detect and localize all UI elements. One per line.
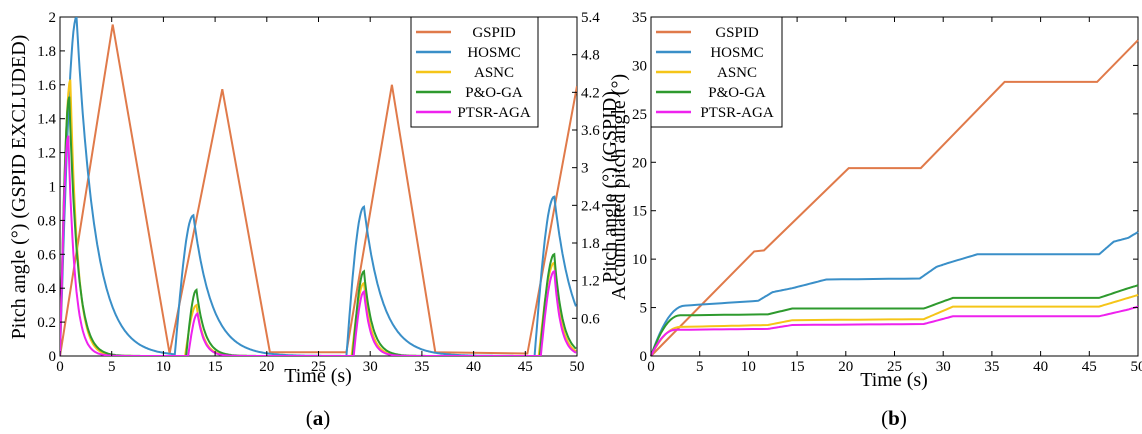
chart-b-xtick-label: 45 (1082, 359, 1097, 375)
chart-a-xtick-label: 35 (414, 359, 429, 375)
chart-b-series-p-o-ga-line (650, 284, 1139, 357)
chart-b-legend-label: PTSR-AGA (700, 105, 774, 121)
chart-b-series-hosmc-line (650, 231, 1139, 357)
chart-a-ytick-right-label: 1.2 (581, 274, 600, 290)
chart-b-ytick-label: 20 (632, 155, 647, 171)
chart-a-ylabel-right: Pitch angle (°) (GSPID) (599, 91, 621, 283)
chart-a-xtick-label: 45 (518, 359, 533, 375)
chart-a-ytick-right-label: 4.8 (581, 48, 600, 64)
chart-a-xtick-label: 40 (466, 359, 481, 375)
chart-b-ytick-label: 35 (632, 10, 647, 26)
chart-b-legend-label: HOSMC (710, 45, 763, 61)
chart-a-ytick-label: 1.8 (37, 44, 56, 60)
chart-a-ytick-label: 0 (49, 349, 57, 365)
chart-b-caption: (b) (881, 406, 907, 430)
chart-a-ytick-label: 2 (49, 10, 57, 26)
chart-b-ytick-label: 25 (632, 107, 647, 123)
chart-a-ytick-right-label: 1.8 (581, 236, 600, 252)
chart-a-ytick-right-label: 3.6 (581, 123, 600, 139)
chart-b-ytick-label: 10 (632, 252, 647, 268)
chart-a-legend-label: PTSR-AGA (457, 105, 531, 121)
chart-b-xtick-label: 15 (790, 359, 805, 375)
chart-b-ytick-label: 0 (640, 349, 648, 365)
chart-a-ytick-label: 0.2 (37, 315, 56, 331)
chart-b-xtick-label: 50 (1131, 359, 1142, 375)
chart-a-xtick-label: 0 (56, 359, 64, 375)
chart-b-xtick-label: 30 (936, 359, 951, 375)
chart-a-legend-label: P&O-GA (465, 85, 523, 101)
chart-b-xtick-label: 25 (887, 359, 902, 375)
chart-b-xtick-label: 0 (647, 359, 655, 375)
chart-b-series-ptsr-aga-line (650, 305, 1139, 357)
chart-b-ytick-label: 5 (640, 301, 648, 317)
chart-b-legend-label: ASNC (717, 65, 757, 81)
chart-b-xtick-label: 40 (1033, 359, 1048, 375)
chart-a-ytick-label: 1.2 (37, 146, 56, 162)
chart-a-ytick-label: 0.8 (37, 213, 56, 229)
chart-b: 0 5 10 15 20 25 30 35 40 45 50 0 5 10 15 20 25 30 35 Time… (608, 10, 1142, 430)
chart-a-xtick-label: 25 (311, 359, 326, 375)
chart-b-legend-label: GSPID (715, 25, 759, 41)
chart-a-xtick-label: 30 (363, 359, 378, 375)
chart-b-xtick-label: 10 (741, 359, 756, 375)
chart-b-xtick-label: 35 (984, 359, 999, 375)
series-gspid-line (60, 24, 577, 356)
chart-b-legend: GSPID HOSMC ASNC P&O-GA PTSR-AGA (650, 16, 783, 128)
chart-a-ytick-right-label: 3 (581, 161, 589, 177)
chart-b-series-asnc-line (650, 294, 1139, 357)
chart-a-xtick-label: 50 (570, 359, 585, 375)
chart-b-ylabel: Accumulated pitch angle (°) (608, 74, 630, 300)
chart-a-xtick-label: 5 (108, 359, 116, 375)
chart-a-legend-label: ASNC (474, 65, 514, 81)
chart-a-ytick-label: 0.6 (37, 247, 56, 263)
chart-b-xtick-label: 5 (696, 359, 704, 375)
chart-a-ylabel: Pitch angle (°) (GSPID EXCLUDED) (8, 35, 30, 340)
chart-a-ytick-right-label: 5.4 (581, 10, 600, 26)
chart-a-caption: (a) (306, 406, 331, 430)
chart-a-ytick-right-label: 2.4 (581, 198, 600, 214)
chart-a-xtick-label: 10 (156, 359, 171, 375)
chart-b-xlabel: Time (s) (860, 369, 928, 391)
chart-a-legend-label: GSPID (472, 25, 516, 41)
chart-a-ytick-label: 1.4 (37, 112, 56, 128)
chart-a-xlabel: Time (s) (284, 365, 352, 387)
chart-a-xtick-label: 20 (259, 359, 274, 375)
chart-a-legend: GSPID HOSMC ASNC P&O-GA PTSR-AGA (410, 16, 539, 128)
chart-b-legend-label: P&O-GA (708, 85, 766, 101)
chart-a-legend-label: HOSMC (467, 45, 520, 61)
chart-b-xtick-label: 20 (838, 359, 853, 375)
chart-b-ytick-label: 30 (632, 58, 647, 74)
chart-a-ytick-label: 1 (49, 180, 57, 196)
chart-a-xtick-label: 15 (208, 359, 223, 375)
chart-b-series-gspid-line (650, 39, 1139, 357)
chart-a-ytick-right-label: 0.6 (581, 311, 600, 327)
chart-b-ytick-label: 15 (632, 204, 647, 220)
chart-a-ytick-label: 0.4 (37, 281, 56, 297)
chart-a-ytick-label: 1.6 (37, 78, 56, 94)
chart-a: 0 5 10 15 20 25 30 35 40 45 50 0 0.2 0.4 0.6 0.8 1 1.2 1.… (8, 10, 621, 430)
chart-a-ytick-right-label: 4.2 (581, 85, 600, 101)
